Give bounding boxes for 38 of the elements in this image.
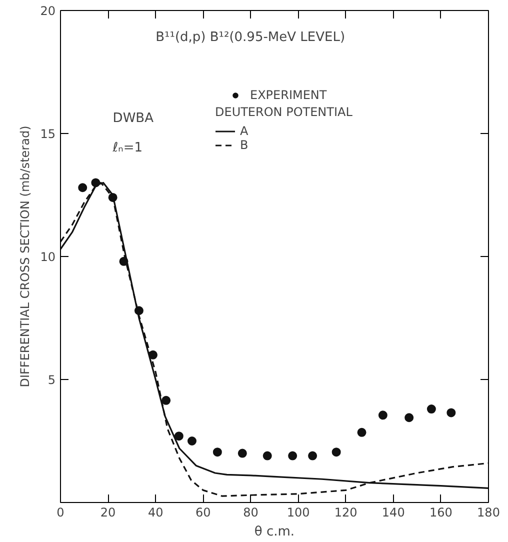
annotation: B¹¹(d,p) B¹²(0.95-MeV LEVEL)	[156, 30, 346, 45]
x-tick-label: 100	[286, 506, 310, 520]
x-tick-label: 60	[196, 506, 211, 520]
point	[357, 428, 366, 437]
point	[162, 396, 171, 405]
legend-label: EXPERIMENT	[250, 88, 327, 102]
x-tick-label: 20	[100, 506, 116, 520]
point	[288, 451, 298, 460]
point	[404, 413, 414, 422]
point	[174, 432, 184, 441]
point	[187, 436, 196, 446]
x-tick-label: 120	[334, 506, 358, 520]
y-tick-label: 5	[48, 373, 56, 387]
x-axis-title: θ c.m.	[254, 524, 295, 540]
y-axis-title: DIFFERENTIAL CROSS SECTION (mb/sterad)	[18, 126, 32, 388]
x-tick-label: 40	[148, 506, 164, 520]
point	[262, 451, 272, 460]
y-tick-label: 10	[40, 250, 56, 264]
legend-label: B	[240, 138, 250, 152]
point	[378, 410, 388, 420]
x-tick-label: 180	[477, 506, 500, 520]
x-tick-label: 140	[382, 506, 405, 520]
annotation: ℓₙ=1	[112, 140, 143, 156]
x-tick-label: 160	[429, 506, 452, 520]
point	[308, 451, 318, 460]
point	[426, 404, 436, 414]
x-tick-label: 0	[56, 506, 64, 520]
x-tick-label: 80	[243, 506, 258, 520]
point	[332, 448, 341, 457]
y-tick-label: 20	[40, 4, 56, 18]
y-tick-label: 15	[40, 127, 56, 141]
point	[212, 448, 222, 457]
annotation: DWBA	[112, 111, 154, 126]
point	[446, 408, 456, 418]
point	[78, 183, 88, 192]
legend-label: A	[240, 124, 250, 138]
legend-title: DEUTERON POTENTIAL	[215, 105, 352, 119]
point	[238, 448, 247, 458]
